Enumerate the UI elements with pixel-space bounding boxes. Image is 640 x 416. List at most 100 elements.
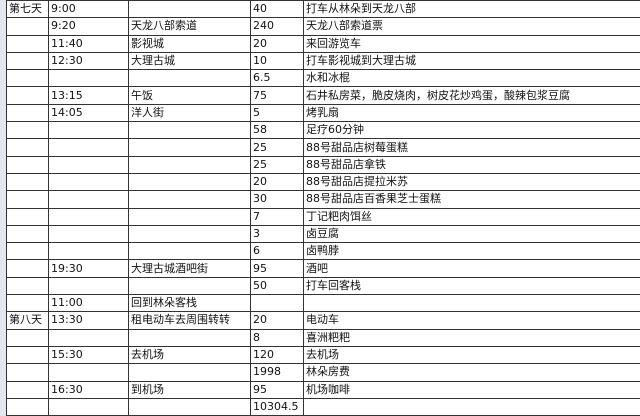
cell-place[interactable]: 洋人街: [128, 103, 251, 123]
cell-cost[interactable]: 10: [250, 51, 304, 71]
cell-day[interactable]: [6, 155, 49, 174]
cell-day[interactable]: [6, 242, 49, 261]
cell-day[interactable]: [6, 259, 49, 278]
cell-time[interactable]: 19:30: [48, 259, 129, 278]
cell-note[interactable]: 机场咖啡: [303, 380, 640, 399]
cell-time[interactable]: [48, 276, 129, 296]
cell-note[interactable]: 来回游览车: [303, 34, 640, 53]
cell-place[interactable]: [128, 207, 251, 226]
cell-day[interactable]: [6, 328, 49, 347]
cell-note[interactable]: 88号甜品店树莓蛋糕: [303, 138, 640, 157]
cell-place[interactable]: [128, 155, 251, 174]
cell-note[interactable]: 烤乳扇: [303, 103, 640, 123]
cell-time[interactable]: [48, 242, 129, 261]
cell-day[interactable]: [6, 51, 49, 71]
cell-cost[interactable]: 8: [250, 328, 304, 347]
cell-cost[interactable]: 3: [250, 224, 304, 244]
cell-day[interactable]: [6, 86, 49, 105]
cell-place[interactable]: 去机场: [128, 345, 251, 365]
cell-cost[interactable]: 5: [250, 103, 304, 123]
cell-cost[interactable]: 20: [250, 172, 304, 192]
cell-cost[interactable]: 95: [250, 259, 304, 278]
cell-note[interactable]: 丁记粑肉饵丝: [303, 207, 640, 226]
cell-place[interactable]: [128, 224, 251, 244]
cell-place[interactable]: [128, 172, 251, 192]
cell-note[interactable]: [303, 294, 640, 313]
cell-day[interactable]: [6, 345, 49, 365]
cell-note[interactable]: 电动车: [303, 311, 640, 330]
cell-cost[interactable]: 6.5: [250, 69, 304, 88]
cell-cost[interactable]: 1998: [250, 363, 304, 382]
cell-day[interactable]: [6, 294, 49, 313]
cell-note[interactable]: [303, 397, 640, 416]
cell-day[interactable]: [6, 276, 49, 296]
cell-day[interactable]: [6, 172, 49, 192]
cell-time[interactable]: [48, 224, 129, 244]
cell-day[interactable]: [6, 69, 49, 88]
cell-note[interactable]: 88号甜品店百香果芝士蛋糕: [303, 190, 640, 209]
cell-cost[interactable]: 25: [250, 138, 304, 157]
cell-cost[interactable]: 120: [250, 345, 304, 365]
cell-place[interactable]: 大理古城: [128, 51, 251, 71]
cell-cost[interactable]: 20: [250, 311, 304, 330]
cell-day[interactable]: [6, 224, 49, 244]
cell-note[interactable]: 卤豆腐: [303, 224, 640, 244]
cell-cost[interactable]: 25: [250, 155, 304, 174]
cell-time[interactable]: 11:00: [48, 294, 129, 313]
cell-cost[interactable]: 7: [250, 207, 304, 226]
cell-place[interactable]: [128, 276, 251, 296]
cell-note[interactable]: 卤鸭脖: [303, 242, 640, 261]
cell-place[interactable]: [128, 363, 251, 382]
cell-note[interactable]: 天龙八部索道票: [303, 17, 640, 36]
cell-time[interactable]: [48, 138, 129, 157]
cell-cost[interactable]: 75: [250, 86, 304, 105]
cell-time[interactable]: [48, 207, 129, 226]
cell-cost[interactable]: 40: [250, 0, 304, 19]
cell-cost[interactable]: 240: [250, 17, 304, 36]
cell-day[interactable]: [6, 397, 49, 416]
cell-cost[interactable]: 58: [250, 121, 304, 140]
cell-cost[interactable]: [250, 294, 304, 313]
cell-time[interactable]: 13:30: [48, 311, 129, 330]
cell-cost[interactable]: 50: [250, 276, 304, 296]
cell-day[interactable]: [6, 363, 49, 382]
cell-note[interactable]: 酒吧: [303, 259, 640, 278]
cell-note[interactable]: 88号甜品店提拉米苏: [303, 172, 640, 192]
cell-note[interactable]: 足疗60分钟: [303, 121, 640, 140]
cell-place[interactable]: 租电动车去周围转转: [128, 311, 251, 330]
cell-day[interactable]: [6, 190, 49, 209]
cell-day[interactable]: [6, 17, 49, 36]
cell-cost[interactable]: 10304.5: [250, 397, 304, 416]
cell-time[interactable]: [48, 69, 129, 88]
cell-time[interactable]: [48, 155, 129, 174]
cell-day[interactable]: [6, 207, 49, 226]
cell-place[interactable]: [128, 242, 251, 261]
cell-place[interactable]: [128, 0, 251, 19]
cell-place[interactable]: 午饭: [128, 86, 251, 105]
cell-time[interactable]: 14:05: [48, 103, 129, 123]
cell-time[interactable]: 9:00: [48, 0, 129, 19]
cell-day[interactable]: [6, 103, 49, 123]
cell-time[interactable]: [48, 328, 129, 347]
cell-place[interactable]: [128, 397, 251, 416]
cell-cost[interactable]: 30: [250, 190, 304, 209]
cell-time[interactable]: 16:30: [48, 380, 129, 399]
cell-day[interactable]: [6, 34, 49, 53]
cell-cost[interactable]: 6: [250, 242, 304, 261]
cell-time[interactable]: [48, 172, 129, 192]
cell-day[interactable]: [6, 380, 49, 399]
cell-note[interactable]: 石井私房菜，脆皮烧肉，树皮花炒鸡蛋，酸辣包浆豆腐: [303, 86, 640, 105]
cell-time[interactable]: [48, 397, 129, 416]
cell-time[interactable]: 13:15: [48, 86, 129, 105]
cell-note[interactable]: 88号甜品店拿铁: [303, 155, 640, 174]
cell-place[interactable]: [128, 328, 251, 347]
cell-place[interactable]: 大理古城酒吧街: [128, 259, 251, 278]
cell-day[interactable]: [6, 138, 49, 157]
cell-place[interactable]: 天龙八部索道: [128, 17, 251, 36]
cell-time[interactable]: 15:30: [48, 345, 129, 365]
cell-place[interactable]: [128, 69, 251, 88]
cell-time[interactable]: [48, 121, 129, 140]
cell-place[interactable]: 回到林朵客栈: [128, 294, 251, 313]
cell-day[interactable]: [6, 121, 49, 140]
cell-day[interactable]: 第八天: [6, 311, 49, 330]
